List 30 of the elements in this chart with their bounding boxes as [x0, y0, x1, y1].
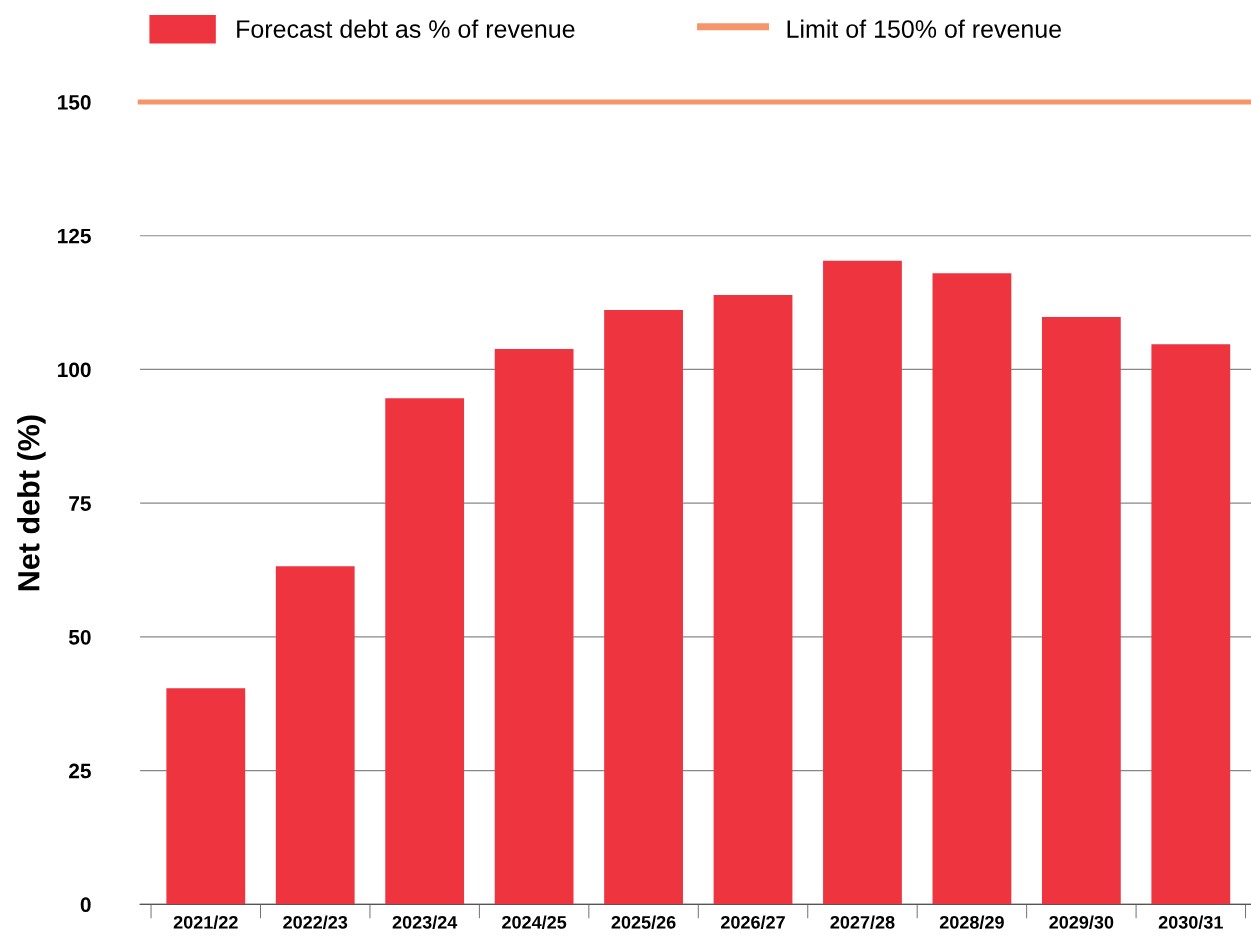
x-tick-label: 2024/25	[502, 915, 567, 929]
x-tick-label: 2030/31	[1158, 915, 1223, 929]
x-tick-label: 2025/26	[611, 915, 676, 929]
bar	[713, 295, 793, 905]
y-tick-label: 25	[69, 763, 91, 779]
bar	[166, 688, 246, 905]
y-axis-title: Net debt (%)	[17, 415, 46, 591]
x-tick-label: 2029/30	[1049, 915, 1114, 929]
y-tick-label: 50	[68, 629, 91, 645]
bar	[385, 398, 465, 905]
x-tick-label: 2023/24	[392, 915, 458, 929]
y-tick-label: 150	[58, 94, 91, 110]
bar	[494, 349, 574, 905]
x-tick-label: 2022/23	[283, 915, 348, 929]
x-tick-label: 2026/27	[721, 915, 785, 929]
y-tick-label: 100	[58, 362, 91, 378]
x-tick-label: 2028/29	[939, 915, 1004, 929]
y-tick-label: 0	[80, 897, 91, 913]
bar	[823, 260, 902, 905]
y-tick-label: 125	[58, 228, 91, 244]
x-tick-label: 2027/28	[830, 915, 895, 929]
bar	[1151, 344, 1231, 905]
y-tick-label: 75	[69, 496, 91, 511]
x-tick-label: 2021/22	[173, 915, 238, 929]
bar	[604, 310, 683, 905]
bar	[932, 273, 1012, 905]
legend-label: Forecast debt as % of revenue	[237, 19, 575, 38]
legend-label: Limit of 150% of revenue	[787, 19, 1061, 38]
bar	[1041, 317, 1121, 905]
bar	[275, 566, 355, 905]
